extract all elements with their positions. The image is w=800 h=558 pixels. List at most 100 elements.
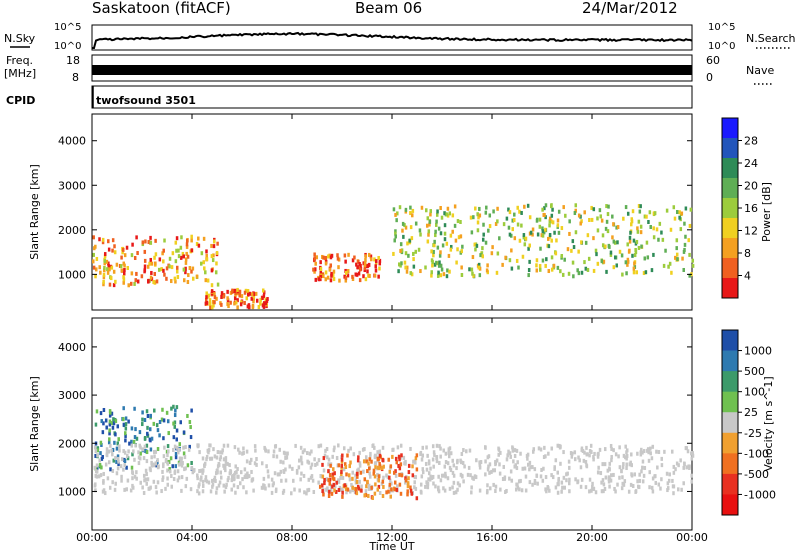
data-cell: [490, 469, 493, 474]
data-cell: [647, 450, 650, 455]
data-cell: [176, 478, 180, 483]
data-cell: [117, 437, 120, 442]
data-cell: [355, 262, 358, 267]
data-cell: [454, 490, 458, 495]
data-cell: [533, 478, 537, 483]
data-cell: [652, 235, 656, 240]
data-cell: [523, 242, 527, 247]
data-cell: [498, 236, 501, 241]
data-cell: [638, 478, 642, 483]
data-cell: [503, 476, 506, 481]
data-cell: [149, 257, 153, 262]
data-cell: [95, 466, 99, 471]
data-cell: [197, 243, 201, 248]
data-cell: [184, 466, 187, 471]
data-cell: [161, 469, 164, 474]
data-cell: [207, 448, 211, 453]
data-cell: [238, 293, 241, 298]
data-cell: [501, 262, 504, 267]
data-cell: [338, 485, 342, 490]
data-cell: [177, 450, 180, 455]
data-cell: [398, 482, 402, 487]
data-cell: [188, 444, 191, 449]
data-cell: [196, 473, 199, 478]
data-cell: [446, 268, 449, 273]
y-tick-label: 3000: [58, 179, 86, 192]
data-cell: [404, 225, 408, 230]
data-cell: [404, 459, 407, 464]
data-cell: [209, 305, 212, 310]
data-cell: [267, 449, 270, 454]
data-cell: [592, 207, 596, 212]
data-cell: [174, 464, 178, 469]
data-cell: [123, 450, 127, 455]
data-cell: [398, 472, 401, 477]
data-cell: [273, 471, 277, 476]
data-cell: [181, 251, 185, 256]
data-cell: [152, 479, 156, 484]
data-cell: [437, 474, 440, 479]
x-tick-label: 00:00: [76, 531, 108, 544]
data-cell: [93, 445, 97, 450]
data-cell: [112, 458, 116, 463]
data-cell: [488, 470, 491, 475]
data-cell: [444, 460, 448, 465]
nsearch-label: N.Search: [746, 32, 796, 45]
data-cell: [200, 468, 203, 473]
data-cell: [550, 267, 554, 272]
data-cell: [409, 205, 412, 210]
data-cell: [662, 263, 666, 268]
data-cell: [94, 422, 98, 427]
data-cell: [385, 473, 388, 478]
data-cell: [93, 483, 97, 488]
data-cell: [377, 478, 381, 483]
data-cell: [259, 301, 262, 306]
data-cell: [390, 487, 393, 492]
data-cell: [167, 459, 171, 464]
data-cell: [213, 292, 216, 297]
data-cell: [306, 488, 309, 493]
data-cell: [127, 419, 130, 424]
data-cell: [376, 465, 380, 470]
data-cell: [529, 465, 533, 470]
data-cell: [257, 304, 261, 309]
data-cell: [650, 485, 654, 490]
data-cell: [592, 236, 595, 241]
data-cell: [294, 443, 297, 448]
data-cell: [94, 488, 97, 493]
data-cell: [443, 488, 447, 493]
data-cell: [168, 264, 171, 269]
data-cell: [427, 459, 431, 464]
data-cell: [367, 483, 371, 488]
data-cell: [162, 436, 165, 441]
data-cell: [641, 450, 644, 455]
data-cell: [133, 406, 136, 411]
data-cell: [242, 450, 245, 455]
data-cell: [643, 465, 647, 470]
data-cell: [279, 459, 282, 464]
data-cell: [430, 475, 434, 480]
colorbar-tick-label: 24: [744, 157, 758, 170]
data-cell: [564, 213, 567, 218]
data-cell: [513, 218, 516, 223]
data-cell: [324, 255, 328, 260]
data-cell: [124, 431, 127, 436]
data-cell: [367, 262, 371, 267]
data-cell: [92, 265, 96, 270]
data-cell: [160, 489, 163, 494]
data-cell: [414, 486, 418, 491]
data-cell: [365, 459, 369, 464]
data-cell: [362, 469, 365, 474]
data-cell: [183, 467, 186, 472]
data-cell: [163, 272, 166, 277]
data-cell: [359, 470, 363, 475]
data-cell: [460, 265, 463, 270]
data-cell: [518, 487, 521, 492]
data-cell: [451, 229, 454, 234]
data-cell: [299, 445, 303, 450]
data-cell: [554, 485, 558, 490]
data-cell: [127, 449, 130, 454]
data-cell: [394, 456, 398, 461]
data-cell: [650, 268, 654, 273]
data-cell: [566, 247, 570, 252]
